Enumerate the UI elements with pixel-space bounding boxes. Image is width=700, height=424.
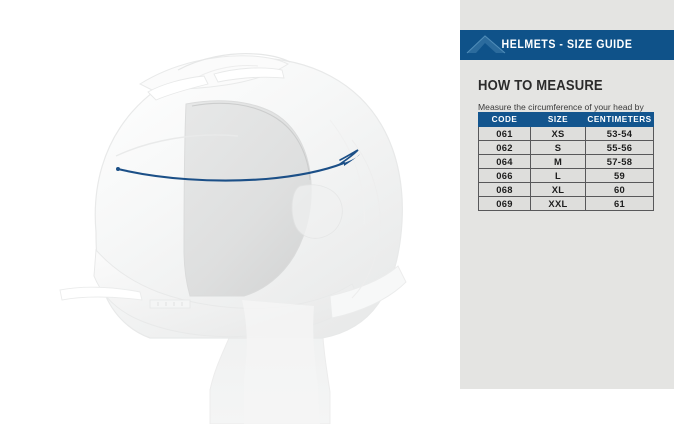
tape-measure-tip <box>339 149 359 165</box>
panel-header-bar: HELMETS - SIZE GUIDE <box>460 30 674 60</box>
visor-pivot-pod <box>291 184 343 239</box>
size-table-container: CODE SIZE CENTIMETERS 061 XS 53-54 062 S… <box>478 112 654 211</box>
cell-code: 064 <box>478 154 531 169</box>
column-header-size: SIZE <box>530 112 586 127</box>
table-row: 064 M 57-58 <box>478 154 654 169</box>
table-row: 066 L 59 <box>478 168 654 183</box>
cell-centimeters: 55-56 <box>585 140 654 155</box>
table-row: 069 XXL 61 <box>478 196 654 211</box>
top-crease-line-2 <box>195 65 259 79</box>
helmet-illustration-area <box>59 53 407 424</box>
table-row: 068 XL 60 <box>478 182 654 197</box>
cell-size: M <box>530 154 586 169</box>
aero-ridge-left <box>147 75 209 101</box>
rear-contour-line <box>351 139 381 299</box>
aero-ridge-right <box>213 67 285 83</box>
tape-measure-end-arrow <box>344 154 360 166</box>
table-row: 062 S 55-56 <box>478 140 654 155</box>
cell-code: 066 <box>478 168 531 183</box>
tape-measure-line <box>116 161 346 182</box>
size-table-header-row: CODE SIZE CENTIMETERS <box>478 112 654 127</box>
cell-code: 068 <box>478 182 531 197</box>
neck-shadow <box>242 300 320 424</box>
panel-body: HOW TO MEASURE Measure the circumference… <box>460 60 674 389</box>
chin-vent-slats <box>157 302 183 306</box>
top-crease-line <box>177 53 291 71</box>
cell-centimeters: 59 <box>585 168 654 183</box>
size-guide-panel: HELMETS - SIZE GUIDE HOW TO MEASURE Meas… <box>460 0 674 389</box>
how-to-measure-heading: HOW TO MEASURE <box>478 78 603 94</box>
chin-vent <box>149 299 191 309</box>
rear-spoiler <box>329 265 407 319</box>
cell-centimeters: 60 <box>585 182 654 197</box>
cell-size: XL <box>530 182 586 197</box>
cell-size: XXL <box>530 196 586 211</box>
eyeport-upper-edge <box>115 134 239 157</box>
helmet-side-profile-illustration <box>59 53 407 424</box>
cell-code: 061 <box>478 126 531 141</box>
rear-contour-line-2 <box>329 119 365 225</box>
shell-lower-lip <box>59 286 143 301</box>
column-header-centimeters: CENTIMETERS <box>585 112 654 127</box>
panel-title: HELMETS - SIZE GUIDE <box>501 39 633 51</box>
table-row: 061 XS 53-54 <box>478 126 654 141</box>
cell-size: XS <box>530 126 586 141</box>
visor-edge-highlight <box>191 102 311 181</box>
cell-centimeters: 61 <box>585 196 654 211</box>
column-header-code: CODE <box>478 112 531 127</box>
arai-a-logo-icon <box>466 35 506 54</box>
cell-centimeters: 53-54 <box>585 126 654 141</box>
visor-shield <box>183 100 312 297</box>
cell-code: 069 <box>478 196 531 211</box>
cell-size: L <box>530 168 586 183</box>
cell-code: 062 <box>478 140 531 155</box>
cell-centimeters: 57-58 <box>585 154 654 169</box>
size-table: CODE SIZE CENTIMETERS 061 XS 53-54 062 S… <box>478 112 654 211</box>
cell-size: S <box>530 140 586 155</box>
tape-measure-start-point <box>116 167 120 171</box>
